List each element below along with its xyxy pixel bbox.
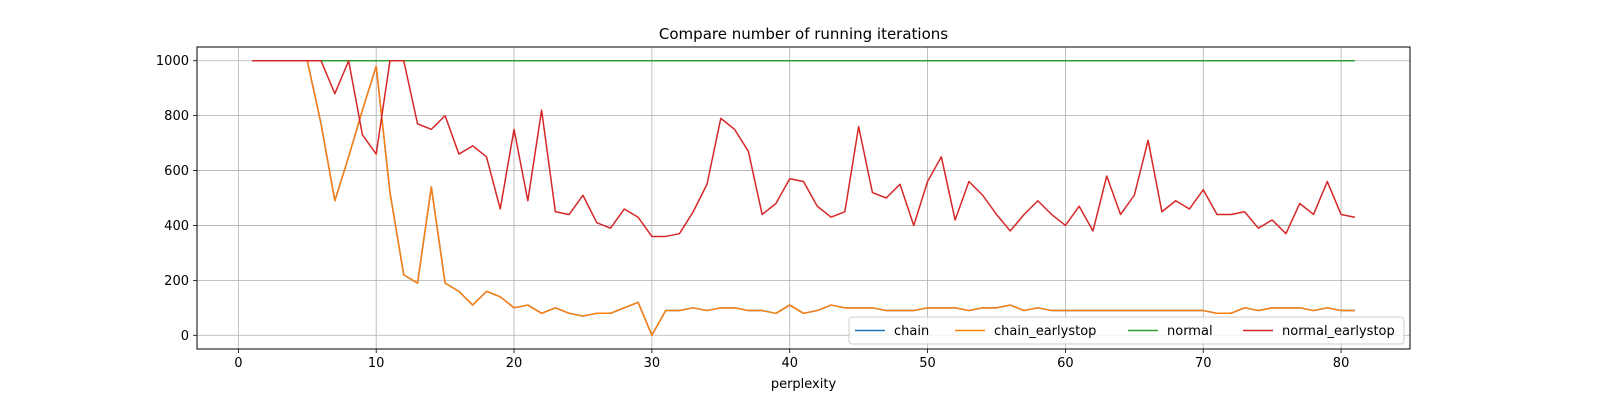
legend-box bbox=[848, 316, 1405, 345]
legend-label-normal-earlystop: normal_earlystop bbox=[1282, 324, 1395, 339]
legend-label-chain-earlystop: chain_earlystop bbox=[994, 324, 1096, 339]
plot-frame bbox=[196, 46, 1411, 350]
y-tick-label: 1000 bbox=[156, 54, 189, 69]
y-tick-label: 600 bbox=[164, 164, 189, 179]
y-tick-label: 200 bbox=[164, 274, 189, 289]
x-tick-label: 0 bbox=[234, 356, 242, 371]
chart-title: Compare number of running iterations bbox=[659, 25, 948, 43]
series-lines bbox=[252, 59, 1356, 337]
series-line-normal-earlystop bbox=[252, 59, 1356, 238]
x-tick-label: 30 bbox=[644, 356, 661, 371]
x-tick-label: 40 bbox=[781, 356, 798, 371]
x-tick-label: 60 bbox=[1057, 356, 1074, 371]
legend: chain chain_earlystop normal normal_earlyst… bbox=[848, 316, 1405, 345]
y-tick-label: 800 bbox=[164, 109, 189, 124]
y-tick-label: 0 bbox=[181, 329, 189, 344]
legend-label-normal: normal bbox=[1167, 324, 1213, 339]
x-tick-label: 70 bbox=[1195, 356, 1212, 371]
x-tick-label: 20 bbox=[506, 356, 523, 371]
legend-label-chain: chain bbox=[894, 324, 929, 339]
x-tick-label: 80 bbox=[1333, 356, 1350, 371]
x-tick-label: 50 bbox=[919, 356, 936, 371]
x-tick-label: 10 bbox=[368, 356, 385, 371]
y-tick-label: 400 bbox=[164, 219, 189, 234]
series-line-chain-earlystop bbox=[252, 59, 1355, 337]
x-axis-title: perplexity bbox=[771, 377, 837, 392]
